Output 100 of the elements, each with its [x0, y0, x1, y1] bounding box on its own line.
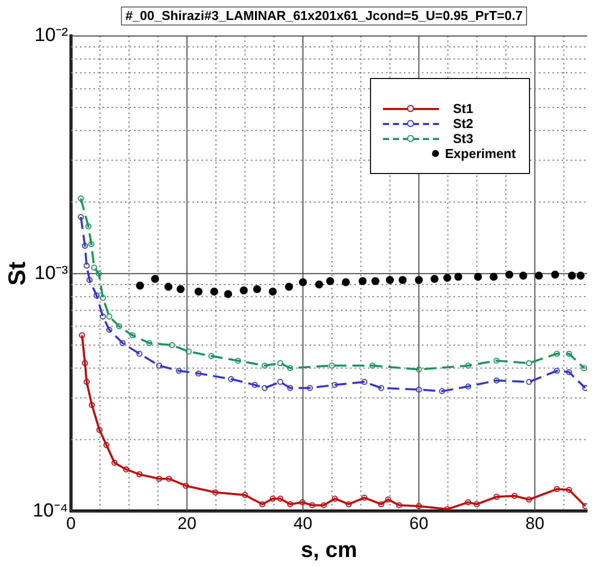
point — [416, 386, 422, 393]
point — [182, 482, 189, 489]
legend-label: St3 — [453, 131, 474, 146]
point — [84, 378, 90, 385]
point — [346, 501, 352, 508]
point — [106, 313, 112, 320]
point — [103, 442, 110, 448]
point — [465, 383, 472, 390]
point — [284, 282, 293, 291]
legend-label: Experiment — [445, 146, 516, 161]
point — [371, 277, 380, 286]
legend-label: St1 — [453, 101, 474, 116]
point — [242, 492, 248, 498]
point — [224, 290, 232, 298]
point — [186, 348, 192, 355]
point — [208, 352, 214, 359]
point — [566, 486, 572, 493]
point — [287, 385, 294, 391]
point — [262, 362, 268, 369]
point — [194, 288, 203, 296]
point — [465, 499, 472, 506]
point — [526, 496, 532, 503]
point — [414, 276, 423, 284]
point — [210, 288, 218, 296]
point — [568, 272, 576, 280]
point — [306, 385, 313, 391]
point — [94, 292, 100, 298]
point — [82, 242, 88, 249]
point — [259, 501, 266, 508]
point — [551, 270, 560, 279]
point — [176, 285, 185, 294]
point — [176, 368, 182, 374]
point — [82, 360, 88, 366]
point — [554, 350, 560, 357]
point — [358, 277, 367, 286]
point — [361, 378, 368, 385]
legend-label: St2 — [453, 116, 474, 131]
point — [287, 365, 294, 372]
point — [129, 332, 136, 338]
point — [96, 270, 102, 277]
point — [85, 223, 92, 230]
y-tick-label: 10⁻⁴ — [32, 500, 68, 522]
x-axis-title: s, cm — [300, 536, 358, 562]
point — [474, 501, 480, 508]
point — [566, 369, 572, 376]
point — [490, 272, 498, 281]
x-tick-label: 80 — [525, 514, 544, 534]
point — [136, 471, 142, 478]
point — [320, 502, 327, 508]
point — [196, 370, 202, 376]
point — [277, 360, 284, 366]
point — [262, 385, 268, 391]
point — [494, 358, 500, 364]
point — [88, 241, 94, 248]
point — [156, 476, 162, 482]
point — [465, 362, 472, 369]
point — [526, 360, 532, 366]
y-tick-label: 10⁻³ — [34, 262, 68, 284]
point — [88, 402, 95, 408]
point — [439, 388, 446, 394]
point — [277, 378, 284, 385]
point — [116, 323, 122, 330]
point — [120, 340, 126, 346]
x-tick-label: 20 — [177, 514, 196, 534]
point — [444, 506, 450, 512]
point — [96, 426, 102, 433]
point — [566, 350, 572, 357]
point — [430, 274, 439, 283]
point — [332, 496, 338, 502]
x-tick-label: 60 — [409, 514, 428, 534]
point — [378, 385, 384, 391]
point — [416, 366, 422, 372]
y-axis-title: St — [4, 262, 32, 286]
point — [315, 280, 324, 288]
point — [519, 272, 528, 280]
point — [581, 365, 587, 372]
point — [512, 492, 518, 499]
point — [253, 285, 262, 294]
point — [100, 294, 106, 301]
point — [554, 486, 560, 492]
point — [78, 196, 84, 202]
point — [298, 278, 307, 286]
point — [136, 350, 142, 357]
point — [136, 282, 144, 290]
x-tick-label: 0 — [66, 514, 76, 534]
point — [86, 276, 93, 283]
point — [252, 382, 258, 388]
point — [416, 503, 422, 510]
point — [494, 494, 500, 500]
point — [582, 385, 587, 391]
point — [151, 274, 160, 283]
point — [326, 277, 334, 286]
chart-title: #_00_Shirazi#3_LAMINAR_61x201x61_Jcond=5_U=0.95_PrT=0.7 — [125, 8, 523, 24]
point — [111, 460, 118, 466]
point — [328, 362, 335, 369]
point — [270, 496, 276, 502]
x-tick-label: 40 — [293, 514, 312, 534]
point — [156, 362, 162, 369]
point — [123, 466, 130, 472]
point — [332, 382, 338, 388]
